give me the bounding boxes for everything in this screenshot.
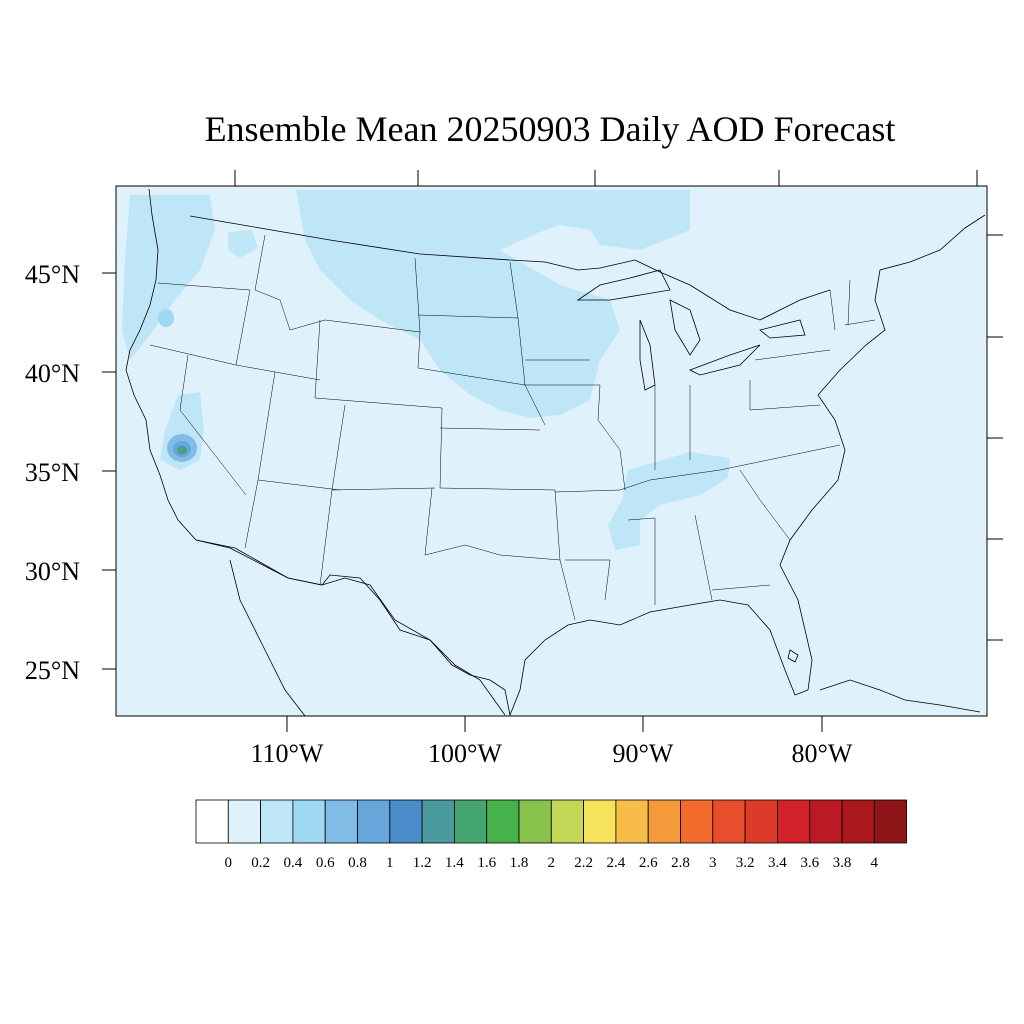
colorbar-swatch <box>809 799 843 844</box>
lon-label: 110°W <box>251 739 324 768</box>
lon-labels: 110°W 100°W 90°W 80°W <box>251 739 853 768</box>
colorbar-swatch <box>227 799 262 844</box>
colorbar-label: 1.8 <box>510 855 529 871</box>
aod-max-core <box>179 448 185 452</box>
colorbar-label: 2 <box>548 855 556 871</box>
great-lakes-michigan <box>639 319 656 391</box>
map-ticks <box>102 170 1003 732</box>
colorbar-label: 3.2 <box>736 855 755 871</box>
great-lakes-ontario <box>759 319 806 339</box>
aod-patch-oregon <box>158 309 174 327</box>
lake-okeechobee <box>787 649 799 663</box>
colorbar-swatch <box>518 799 552 844</box>
colorbar-swatch <box>550 799 584 844</box>
colorbar-label: 1.2 <box>413 855 432 871</box>
colorbar-label: 3.8 <box>833 855 852 871</box>
colorbar-swatch <box>615 799 649 844</box>
map-field-background <box>116 186 987 716</box>
colorbar-label: 4 <box>871 855 879 871</box>
colorbar-label: 0 <box>225 855 233 871</box>
lat-label: 45°N <box>25 260 80 289</box>
colorbar-swatch <box>777 799 811 844</box>
aod-patch-northern-plains <box>296 190 690 418</box>
colorbar-swatch <box>841 799 875 844</box>
state-lines <box>149 234 876 621</box>
colorbar-swatch <box>583 799 617 844</box>
colorbar-label: 3.4 <box>768 855 787 871</box>
aod-field <box>122 190 730 550</box>
colorbar-swatch <box>195 799 229 844</box>
colorbar-swatch <box>486 799 520 844</box>
florida-keys-cuba <box>819 679 981 713</box>
colorbar-swatch <box>873 799 907 844</box>
colorbar-swatch <box>421 799 455 844</box>
colorbar-label: 2.6 <box>639 855 658 871</box>
colorbar-label: 2.4 <box>607 855 626 871</box>
lon-label: 80°W <box>792 739 853 768</box>
mexico-border <box>195 539 506 716</box>
lat-label: 35°N <box>25 458 80 487</box>
lat-label: 40°N <box>25 359 80 388</box>
colorbar: 0 0.2 0.4 0.6 0.8 1 1.2 1.4 1.6 1.8 2 2.2 2.4 2.6 2.8 3… <box>195 799 907 871</box>
colorbar-label: 3.6 <box>800 855 819 871</box>
colorbar-label: 1 <box>386 855 394 871</box>
colorbar-label: 0.8 <box>348 855 367 871</box>
colorbar-label: 0.6 <box>316 855 335 871</box>
colorbar-swatch <box>357 799 391 844</box>
colorbar-label: 3 <box>709 855 717 871</box>
lon-label: 100°W <box>428 739 502 768</box>
aod-patch-tennessee-valley <box>608 452 730 550</box>
colorbar-label: 0.2 <box>251 855 270 871</box>
colorbar-swatch <box>647 799 681 844</box>
colorbar-label: 1.6 <box>477 855 496 871</box>
colorbar-label: 0.4 <box>284 855 303 871</box>
colorbar-label: 2.2 <box>574 855 593 871</box>
lon-label: 90°W <box>613 739 674 768</box>
colorbar-swatch <box>680 799 714 844</box>
aod-patch-idaho <box>228 230 258 258</box>
canada-border <box>189 215 831 321</box>
colorbar-swatch <box>744 799 778 844</box>
map-title: Ensemble Mean 20250903 Daily AOD Forecas… <box>204 109 896 149</box>
us-outline <box>125 188 986 716</box>
colorbar-swatch <box>292 799 326 844</box>
great-lakes-superior <box>576 269 671 301</box>
map-frame <box>115 185 988 717</box>
colorbar-label: 1.4 <box>445 855 464 871</box>
baja-coast <box>229 559 306 716</box>
aod-patch-pacific-northwest <box>122 195 215 360</box>
map-outlines <box>125 188 986 716</box>
colorbar-swatch <box>260 799 294 844</box>
colorbar-swatch <box>712 799 746 844</box>
lat-label: 25°N <box>25 656 80 685</box>
great-lakes-huron <box>669 299 701 356</box>
colorbar-label: 2.8 <box>671 855 690 871</box>
colorbar-swatch <box>324 799 358 844</box>
lat-labels: 45°N 40°N 35°N 30°N 25°N <box>25 260 80 685</box>
great-lakes-erie <box>689 344 761 376</box>
colorbar-swatch <box>389 799 423 844</box>
colorbar-swatch <box>453 799 488 844</box>
lat-label: 30°N <box>25 557 80 586</box>
